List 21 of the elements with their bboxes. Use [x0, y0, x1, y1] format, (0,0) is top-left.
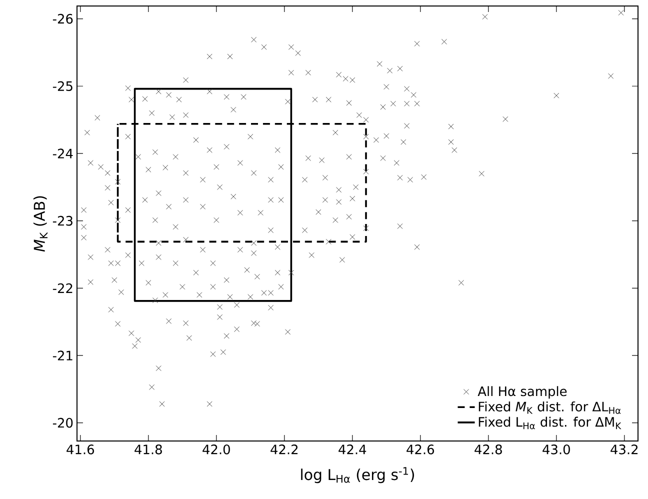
y-tick-label: -21: [52, 350, 72, 360]
x-tick-label: 42.2: [270, 444, 298, 454]
x-tick-label: 41.6: [66, 444, 94, 454]
x-tick-label: 43.0: [542, 444, 570, 454]
legend-label: All Hα sample: [478, 386, 567, 399]
x-tick-label: 43.2: [610, 444, 638, 454]
y-tick-label: -25: [52, 81, 72, 92]
y-tick-label: -23: [52, 216, 72, 226]
y-tick-label: -20: [52, 418, 73, 428]
legend-label: Fixed M$_{K}$ dist. for ΔL$_{Hα}$: [478, 401, 621, 414]
legend-label: Fixed L$_{Hα}$ dist. for ΔM$_{K}$: [478, 416, 622, 430]
y-axis-title: M$_{K}$ (AB): [33, 196, 48, 252]
x-tick-label: 42.4: [338, 444, 366, 454]
y-tick-label: -22: [52, 283, 72, 293]
x-axis-title: log L$_{Hα}$ (erg s$^{-1}$): [301, 467, 414, 484]
x-tick-label: 41.8: [134, 444, 162, 454]
x-tick-label: 42.8: [474, 444, 502, 454]
x-tick-label: 42.6: [406, 444, 434, 454]
x-tick-label: 42.0: [202, 444, 230, 454]
y-tick-label: -26: [52, 14, 73, 24]
y-tick-label: -24: [52, 148, 73, 158]
